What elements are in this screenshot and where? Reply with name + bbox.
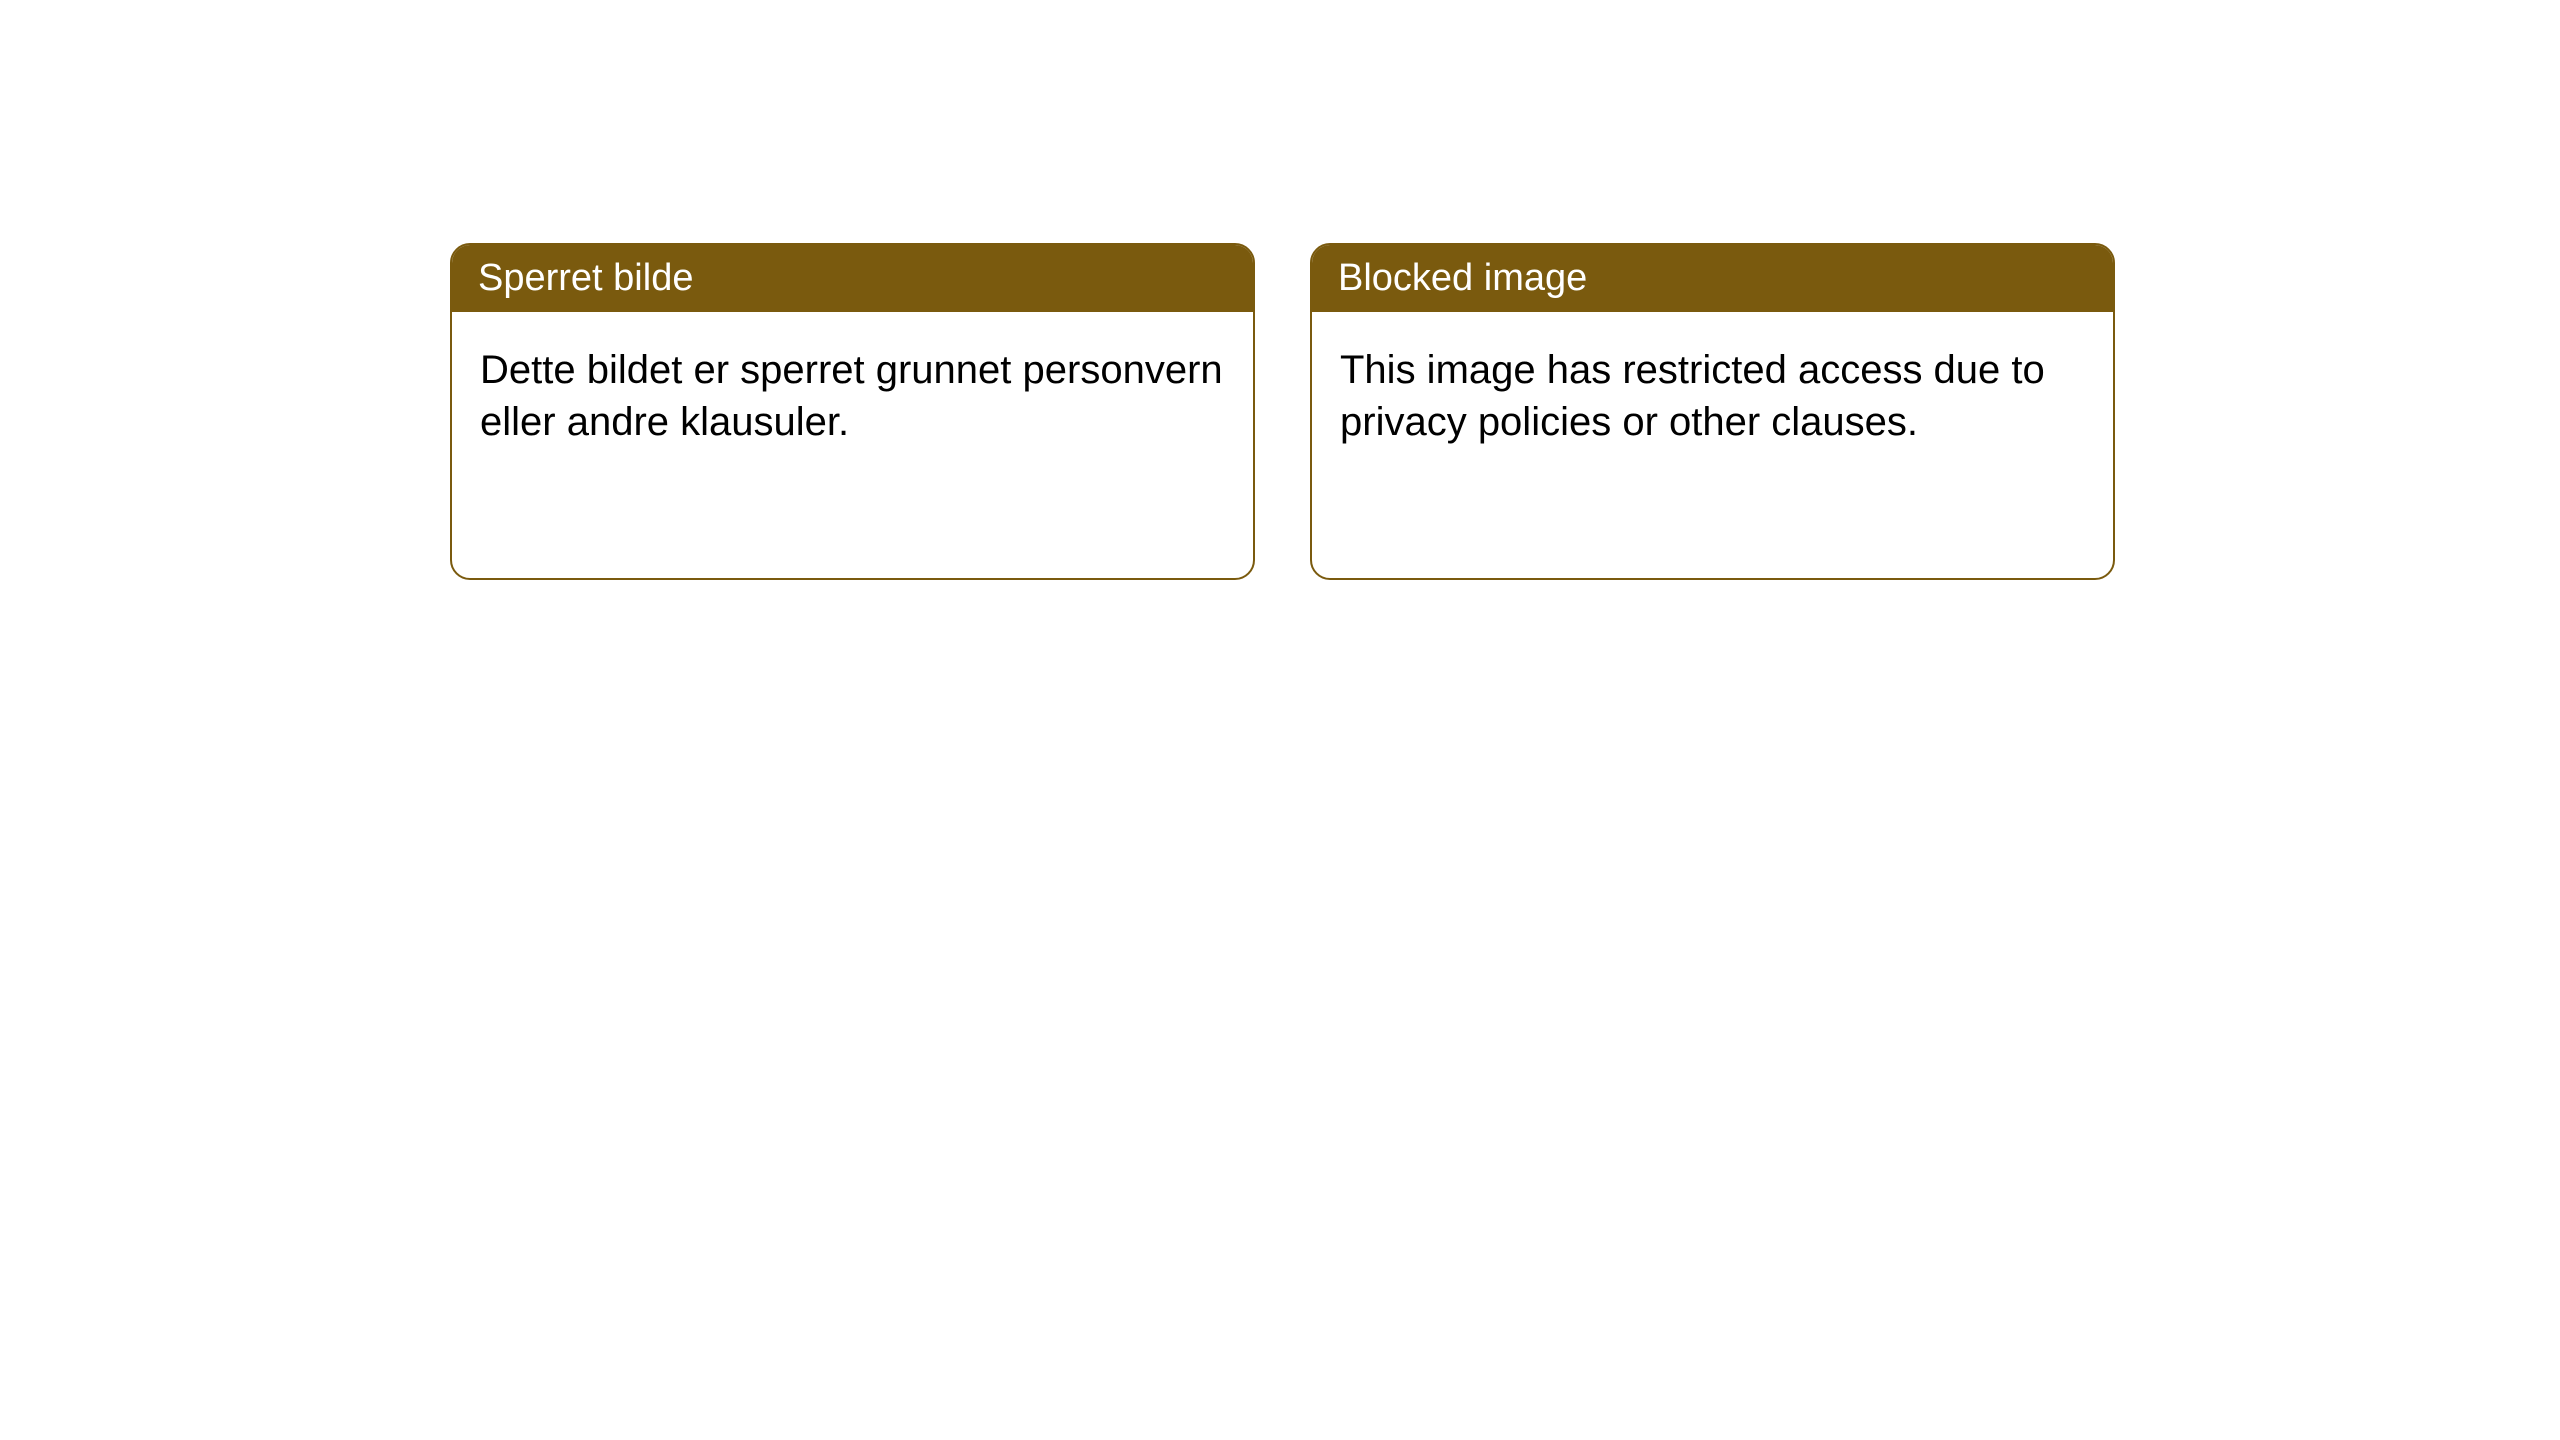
notice-card-english: Blocked image This image has restricted … xyxy=(1310,243,2115,580)
card-header: Sperret bilde xyxy=(452,245,1253,312)
card-body: This image has restricted access due to … xyxy=(1312,312,2113,480)
notice-cards-container: Sperret bilde Dette bildet er sperret gr… xyxy=(450,243,2115,580)
card-body: Dette bildet er sperret grunnet personve… xyxy=(452,312,1253,480)
notice-card-norwegian: Sperret bilde Dette bildet er sperret gr… xyxy=(450,243,1255,580)
card-header: Blocked image xyxy=(1312,245,2113,312)
